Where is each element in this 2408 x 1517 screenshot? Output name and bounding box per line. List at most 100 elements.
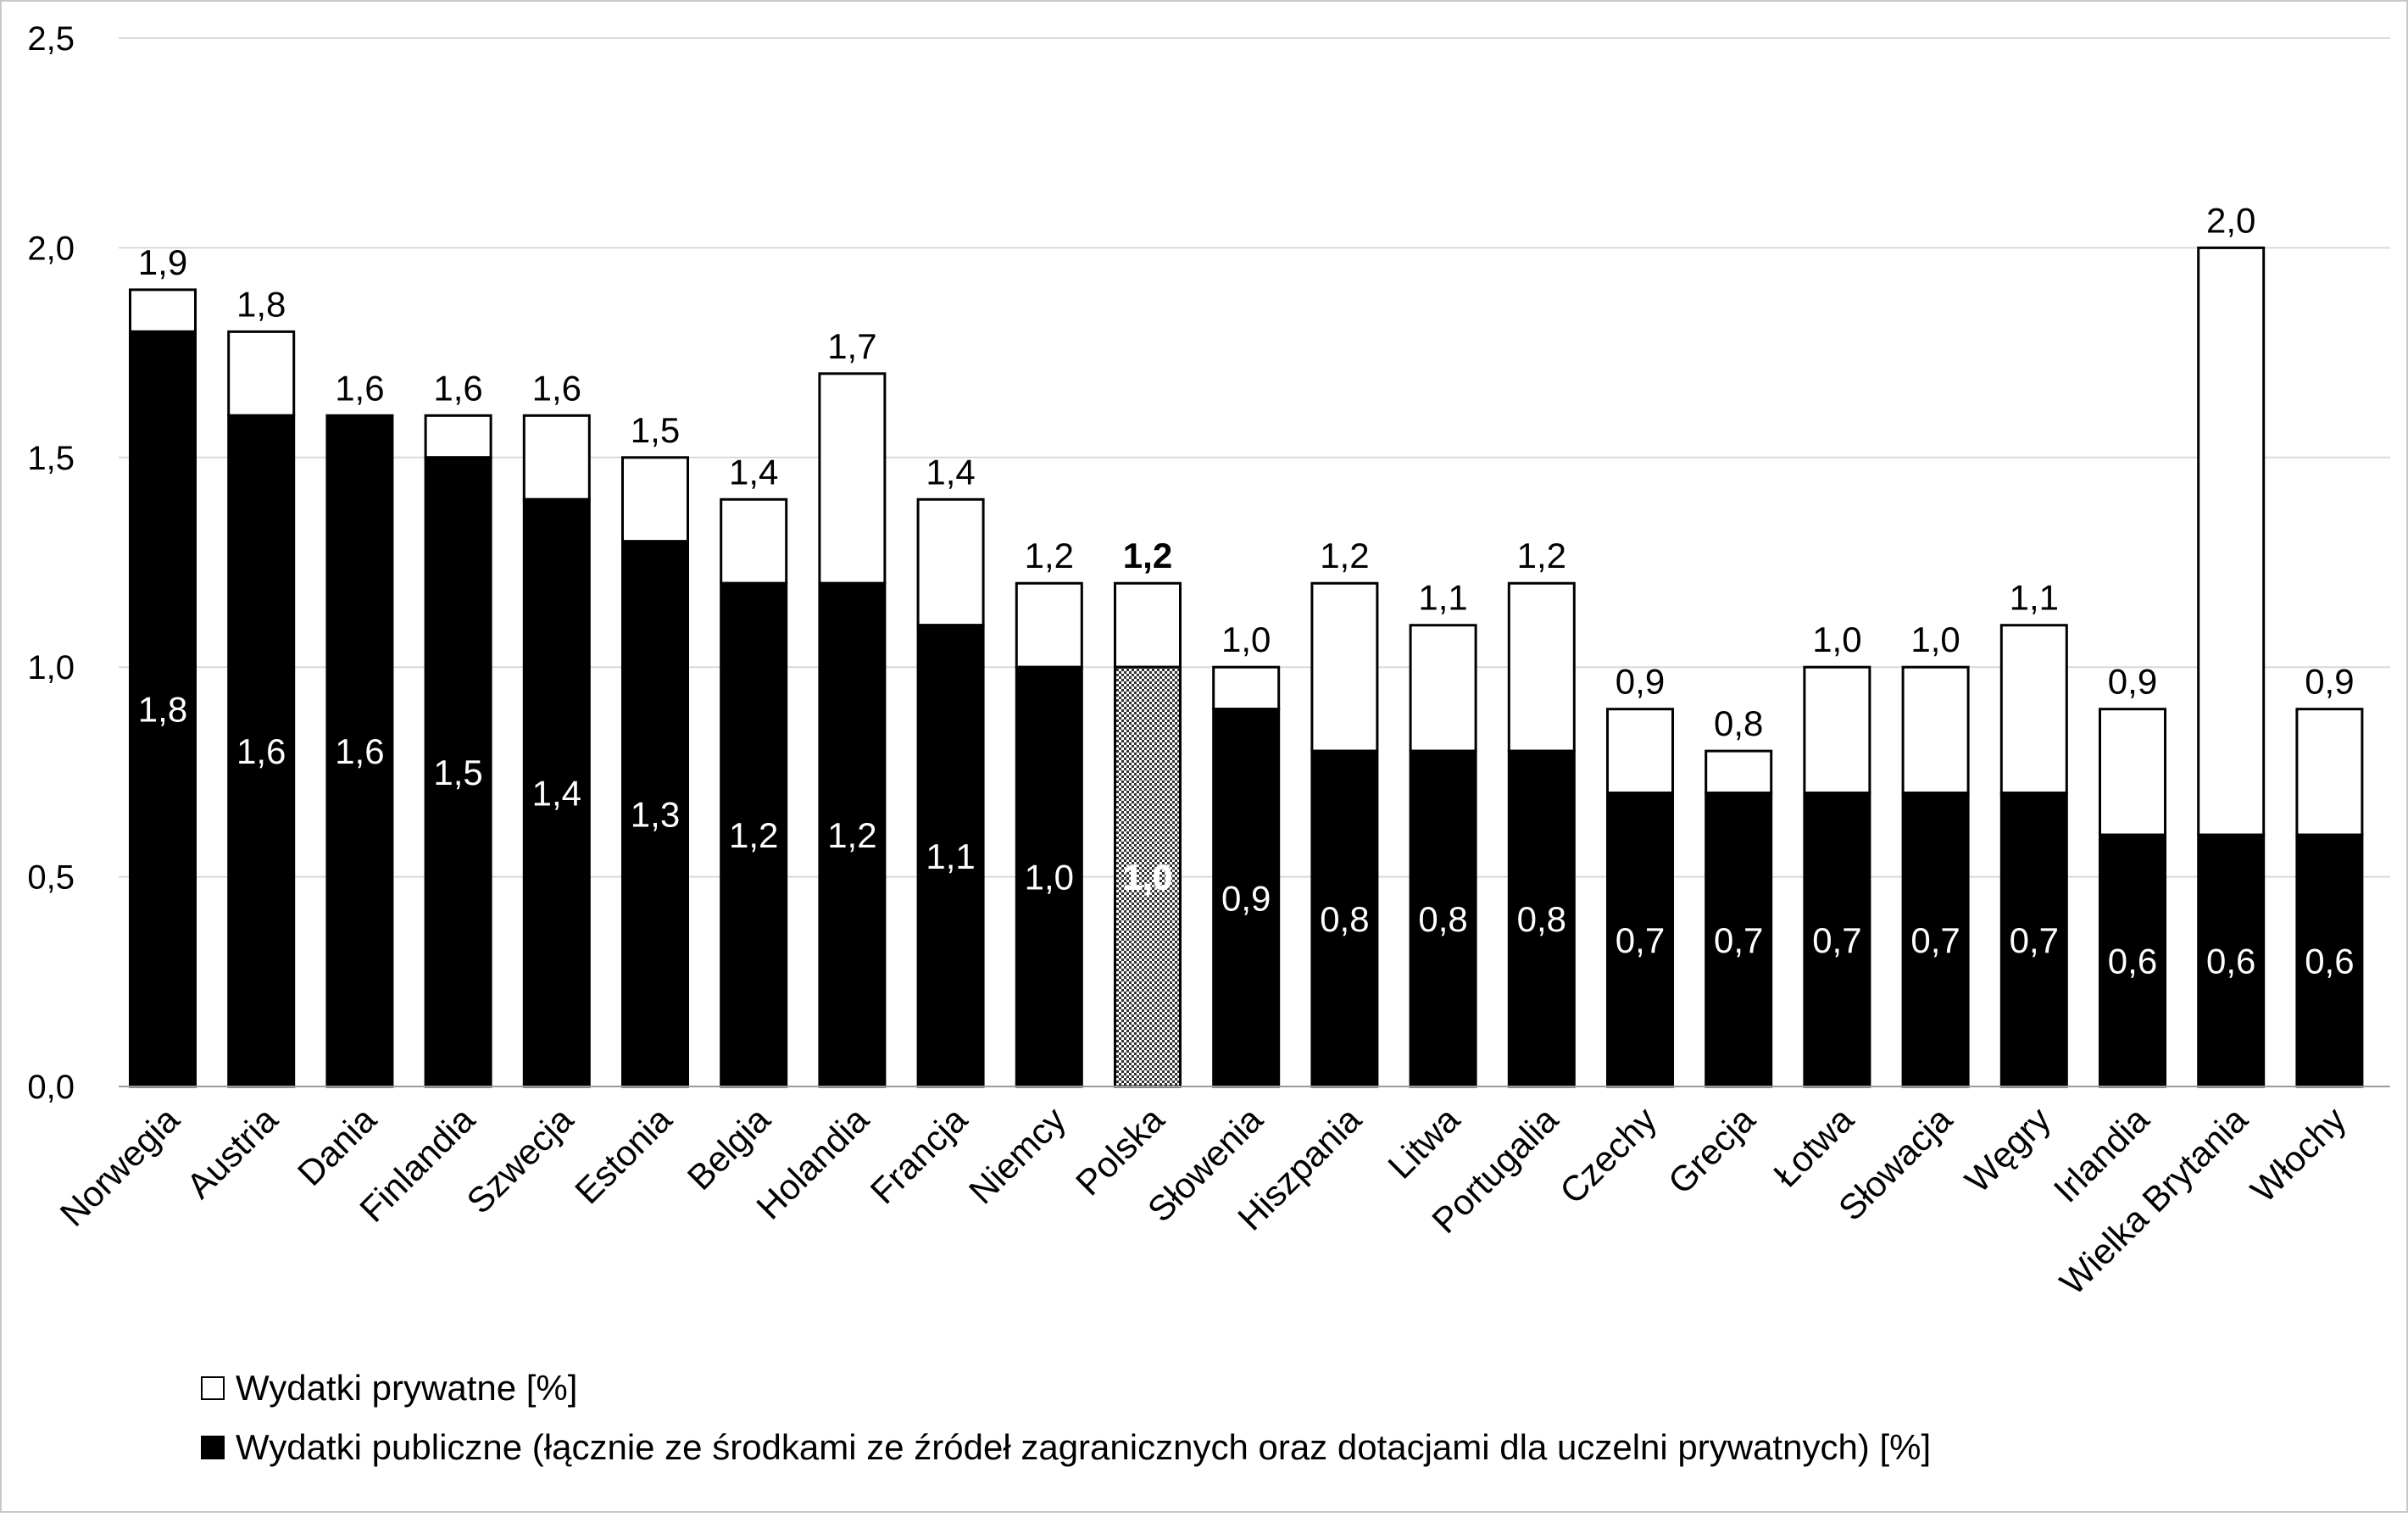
public-value-label: 0,7 (1812, 920, 1861, 960)
bar-private-5 (621, 456, 689, 543)
bar-public-18 (1901, 792, 1970, 1088)
y-tick-label: 2,5 (27, 20, 75, 58)
total-value-label: 0,9 (2305, 662, 2354, 702)
total-value-label: 0,8 (1714, 703, 1763, 743)
y-tick-label: 2,0 (27, 230, 75, 267)
bar-public-15 (1606, 792, 1674, 1088)
public-value-label: 1,5 (433, 753, 482, 792)
total-value-label: 0,9 (1616, 662, 1665, 702)
bar-private-20 (2099, 708, 2166, 836)
bar-public-8 (916, 624, 985, 1088)
total-value-label: 1,6 (433, 368, 482, 408)
public-value-label: 1,2 (827, 815, 876, 855)
bar-private-18 (1901, 665, 1970, 795)
total-value-label: 1,2 (1123, 536, 1172, 575)
bar-private-0 (129, 288, 197, 333)
legend-swatch (201, 1376, 225, 1400)
bar-private-8 (916, 497, 985, 627)
total-value-label: 1,4 (729, 452, 778, 492)
bar-public-22 (2295, 833, 2364, 1088)
public-value-label: 1,8 (138, 690, 187, 730)
public-value-label: 1,3 (631, 794, 680, 834)
public-value-label: 0,7 (1910, 920, 1960, 960)
bar-private-19 (1999, 624, 2068, 795)
legend-label: Wydatki prywatne [%] (236, 1368, 577, 1408)
bar-private-13 (1409, 624, 1477, 753)
bar-private-9 (1015, 581, 1083, 669)
bar-private-21 (2197, 246, 2266, 836)
total-value-label: 1,6 (335, 368, 384, 408)
total-value-label: 1,0 (1812, 620, 1861, 659)
total-value-label: 1,0 (1910, 620, 1960, 659)
total-value-label: 1,8 (236, 284, 286, 324)
bar-private-1 (227, 330, 296, 417)
bar-public-3 (424, 456, 492, 1088)
total-value-label: 1,0 (1221, 620, 1271, 659)
public-value-label: 0,7 (1714, 920, 1763, 960)
total-value-label: 1,7 (827, 326, 876, 366)
bar-private-14 (1507, 581, 1576, 753)
bar-private-11 (1212, 665, 1281, 711)
total-value-label: 1,1 (1418, 578, 1467, 618)
bar-private-22 (2295, 708, 2364, 836)
bar-public-4 (522, 497, 591, 1088)
legend: Wydatki prywatne [%] Wydatki publiczne (ł… (201, 1368, 1931, 1467)
bar-private-15 (1606, 708, 1674, 795)
y-tick-label: 1,5 (27, 440, 75, 477)
public-value-label: 1,6 (335, 731, 384, 771)
public-value-label: 1,0 (1025, 858, 1074, 897)
bar-private-6 (720, 497, 788, 585)
total-value-label: 1,9 (138, 242, 187, 282)
bars: 1,8 1,9 1,6 1,8 1,6 1,6 1,5 1,6 1,4 1,6 1,3 1,5 1,2 1… (129, 200, 2364, 1088)
bar-public-10 (1114, 665, 1182, 1088)
public-value-label: 0,7 (1616, 920, 1665, 960)
public-value-label: 0,6 (2305, 942, 2354, 981)
bar-private-12 (1310, 581, 1379, 753)
public-value-label: 0,8 (1517, 899, 1566, 939)
bar-private-17 (1803, 665, 1871, 795)
public-value-label: 0,8 (1320, 899, 1369, 939)
bar-public-0 (129, 330, 197, 1088)
total-value-label: 0,9 (2108, 662, 2157, 702)
public-value-label: 0,8 (1418, 899, 1467, 939)
bar-public-7 (818, 581, 887, 1088)
total-value-label: 1,6 (532, 368, 581, 408)
public-value-label: 0,6 (2206, 942, 2255, 981)
public-value-label: 1,2 (729, 815, 778, 855)
public-value-label: 1,6 (236, 731, 286, 771)
total-value-label: 1,2 (1320, 536, 1369, 575)
bar-private-16 (1705, 749, 1773, 795)
bar-public-14 (1507, 749, 1576, 1088)
total-value-label: 1,2 (1517, 536, 1566, 575)
y-tick-label: 0,0 (27, 1069, 75, 1106)
y-axis-ticks: 0,0 0,5 1,0 1,5 2,0 2,5 (27, 20, 75, 1106)
total-value-label: 1,2 (1025, 536, 1074, 575)
bar-public-12 (1310, 749, 1379, 1088)
bar-private-7 (818, 372, 887, 585)
total-value-label: 1,5 (631, 410, 680, 450)
public-value-label: 0,9 (1221, 878, 1271, 918)
public-value-label: 1,1 (926, 836, 975, 876)
bar-public-13 (1409, 749, 1477, 1088)
total-value-label: 1,4 (926, 452, 975, 492)
bar-public-2 (325, 414, 394, 1088)
total-value-label: 1,1 (2010, 578, 2059, 618)
bar-public-17 (1803, 792, 1871, 1088)
legend-label: Wydatki publiczne (łącznie ze środkami z… (236, 1427, 1931, 1467)
public-value-label: 1,4 (532, 774, 581, 814)
bar-public-5 (621, 540, 689, 1088)
bar-public-9 (1015, 665, 1083, 1088)
public-value-label: 0,6 (2108, 942, 2157, 981)
bar-public-20 (2099, 833, 2166, 1088)
bar-private-4 (522, 414, 591, 501)
y-tick-label: 1,0 (27, 649, 75, 686)
public-value-label: 0,7 (2010, 920, 2059, 960)
public-value-label: 1,0 (1123, 858, 1172, 897)
bar-private-10 (1114, 581, 1182, 669)
legend-swatch (201, 1436, 225, 1459)
total-value-label: 2,0 (2206, 200, 2255, 240)
y-tick-label: 0,5 (27, 859, 75, 897)
bar-private-3 (424, 414, 492, 459)
